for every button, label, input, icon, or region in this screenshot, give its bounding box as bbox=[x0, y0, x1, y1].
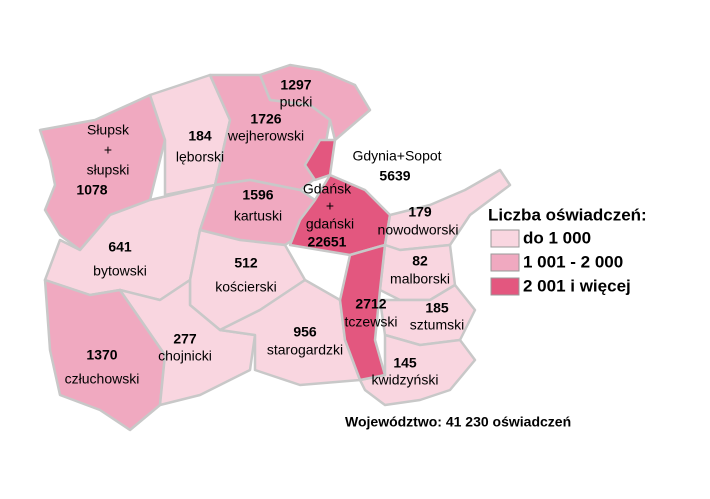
region-name: bytowski bbox=[93, 263, 147, 279]
region-name: Gdańsk bbox=[303, 181, 352, 197]
region-value: 512 bbox=[234, 255, 258, 271]
region-name: słupski bbox=[87, 162, 130, 178]
legend-title: Liczba oświadczeń: bbox=[488, 205, 647, 224]
region bbox=[338, 243, 387, 382]
region-name: wejherowski bbox=[227, 128, 304, 144]
region-name: nowodworski bbox=[378, 222, 459, 238]
region-value: 185 bbox=[425, 300, 449, 316]
region-name: kartuski bbox=[234, 208, 282, 224]
labels: Słupsk + słupski 1078 184 lęborski 1297 … bbox=[65, 77, 465, 388]
region-value: 277 bbox=[173, 331, 197, 347]
region-value: 184 bbox=[188, 128, 212, 144]
region-name: + bbox=[104, 142, 112, 158]
footer: Województwo: 41 230 oświadczeń bbox=[345, 414, 571, 430]
legend-swatch bbox=[490, 253, 520, 272]
legend: Liczba oświadczeń: do 1 000 1 001 - 2 000… bbox=[488, 205, 647, 296]
region-value: 179 bbox=[408, 204, 432, 220]
region-name: starogardzki bbox=[267, 342, 343, 358]
region-value: 82 bbox=[412, 253, 428, 269]
regions bbox=[38, 63, 512, 432]
region-value: 1078 bbox=[76, 182, 107, 198]
region bbox=[288, 173, 392, 257]
region-value: 1726 bbox=[250, 111, 281, 127]
legend-label: do 1 000 bbox=[523, 228, 591, 247]
region-name: malborski bbox=[390, 271, 450, 287]
region-value: 1370 bbox=[86, 347, 117, 363]
region-name: sztumski bbox=[410, 317, 464, 333]
region-value: 22651 bbox=[308, 234, 347, 250]
legend-swatch bbox=[490, 277, 520, 296]
region-name: Słupsk bbox=[87, 122, 130, 138]
legend-swatch bbox=[490, 229, 520, 248]
region-name: tczewski bbox=[345, 314, 398, 330]
region-value: 2712 bbox=[355, 296, 386, 312]
region-name: kwidzyński bbox=[372, 372, 439, 388]
region-name: gdański bbox=[306, 216, 354, 232]
region-name: lęborski bbox=[176, 149, 224, 165]
region-value: 145 bbox=[393, 355, 417, 371]
region-value: 5639 bbox=[379, 168, 410, 184]
region-name: pucki bbox=[280, 94, 313, 110]
region bbox=[43, 278, 167, 432]
legend-label: 1 001 - 2 000 bbox=[523, 252, 623, 271]
legend-label: 2 001 i więcej bbox=[523, 276, 631, 295]
region-value: 641 bbox=[108, 239, 132, 255]
region-name: człuchowski bbox=[65, 371, 140, 387]
region-value: 1596 bbox=[242, 187, 273, 203]
region-name: chojnicki bbox=[158, 348, 212, 364]
region-name: Gdynia+Sopot bbox=[352, 148, 441, 164]
region bbox=[303, 138, 337, 182]
region-value: 1297 bbox=[280, 77, 311, 93]
region-name: kościerski bbox=[215, 279, 276, 295]
region-name: + bbox=[326, 198, 334, 214]
region-value: 956 bbox=[293, 324, 317, 340]
